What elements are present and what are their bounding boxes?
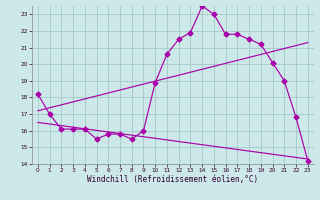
- X-axis label: Windchill (Refroidissement éolien,°C): Windchill (Refroidissement éolien,°C): [87, 175, 258, 184]
